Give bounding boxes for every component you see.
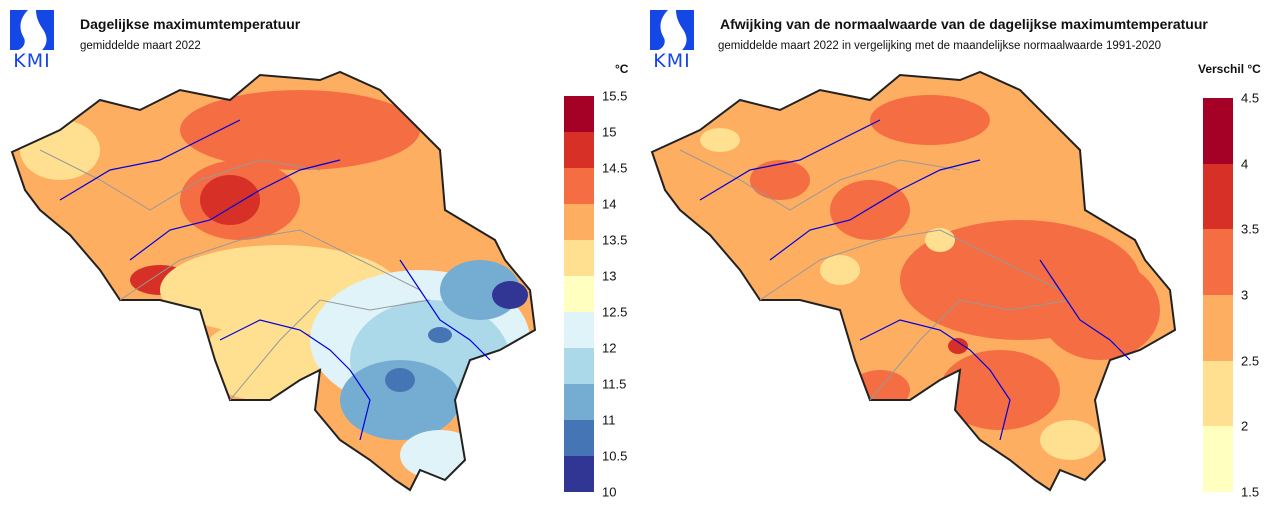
map-subtitle: gemiddelde maart 2022 — [80, 40, 201, 52]
legend-tick-label: 3 — [1241, 287, 1249, 303]
legend-unit: Verschil °C — [1198, 62, 1261, 76]
legend-swatch — [564, 132, 594, 168]
legend-tick-label: 13 — [602, 268, 617, 284]
belgium-temperature-map — [11, 71, 536, 491]
legend-swatch — [564, 312, 594, 348]
legend-tick-label: 15.5 — [602, 88, 628, 104]
legend-color-bar — [1203, 98, 1233, 492]
legend-swatch — [1203, 426, 1233, 492]
legend-swatch — [564, 384, 594, 420]
map-title: Afwijking van de normaalwaarde van de da… — [720, 16, 1208, 32]
legend-unit: °C — [615, 62, 629, 76]
legend-tick-label: 14 — [602, 196, 617, 212]
legend-swatch — [1203, 229, 1233, 295]
legend-tick-label: 12 — [602, 340, 617, 356]
legend-swatch — [1203, 360, 1233, 427]
legend-tick-label: 11.5 — [602, 376, 627, 392]
legend-tick-label: 13.5 — [602, 232, 628, 248]
logo-text: KMI — [13, 50, 51, 72]
legend-swatch — [564, 96, 594, 132]
anomaly-panel: KMI Afwijking van de normaalwaarde van d… — [640, 0, 1280, 507]
legend-swatch — [564, 276, 594, 312]
legend-tick-label: 10.5 — [602, 448, 628, 464]
map-subtitle: gemiddelde maart 2022 in vergelijking me… — [718, 40, 1162, 52]
legend-swatch — [564, 240, 594, 276]
kmi-logo: KMI — [646, 6, 698, 72]
legend-tick-label: 4 — [1241, 156, 1249, 172]
kmi-logo: KMI — [6, 6, 58, 72]
belgium-anomaly-map — [651, 71, 1176, 491]
legend-tick-label: 15 — [602, 124, 617, 140]
legend-tick-label: 14.5 — [602, 160, 628, 176]
legend-swatch — [564, 420, 594, 456]
legend-swatch — [1203, 98, 1233, 164]
legend-swatch — [564, 168, 594, 204]
legend-tick-label: 4.5 — [1241, 90, 1260, 106]
legend-tick-label: 1.5 — [1241, 484, 1260, 500]
legend-tick-label: 12.5 — [602, 304, 628, 320]
legend-tick-label: 11 — [602, 412, 616, 428]
logo-text: KMI — [653, 50, 691, 72]
legend-tick-label: 2.5 — [1241, 353, 1260, 369]
max-temp-panel: KMI Dagelijkse maximumtemperatuur gemidd… — [6, 6, 629, 500]
map-title: Dagelijkse maximumtemperatuur — [80, 16, 301, 32]
legend-color-bar — [564, 96, 594, 492]
legend-tick-label: 2 — [1241, 418, 1249, 434]
legend-tick-label: 10 — [602, 484, 617, 500]
legend-swatch — [1203, 163, 1233, 230]
legend-swatch — [564, 348, 594, 384]
legend-swatch — [1203, 294, 1233, 361]
legend-swatch — [564, 456, 594, 492]
legend-swatch — [564, 204, 594, 240]
legend-tick-label: 3.5 — [1241, 221, 1260, 237]
